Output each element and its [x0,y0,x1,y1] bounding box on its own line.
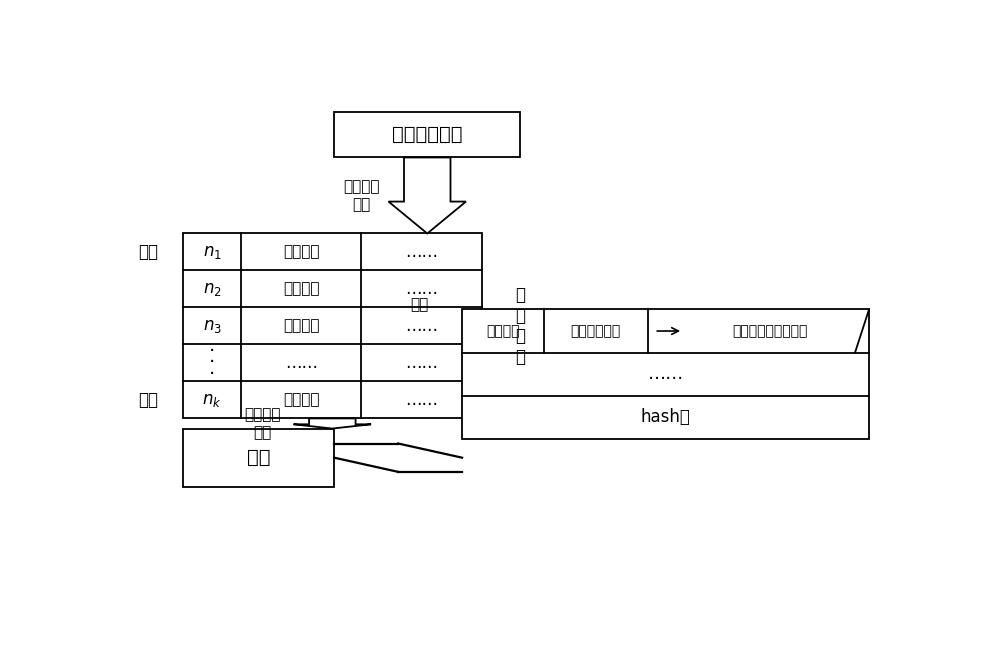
Text: 用户自定义处理函数: 用户自定义处理函数 [733,324,808,338]
Text: 处理: 处理 [247,448,270,467]
Text: 队尾: 队尾 [138,391,158,409]
Text: ……: …… [405,280,438,298]
Text: $n_1$: $n_1$ [203,243,222,261]
Text: ·: · [209,342,215,361]
Text: ……: …… [285,354,318,372]
Bar [334,112,520,157]
Polygon shape [294,418,371,428]
Text: 故障代码: 故障代码 [283,282,320,297]
Text: 查找: 查找 [410,297,429,312]
Text: hash表: hash表 [641,408,690,426]
Bar [462,309,869,439]
Text: 操作系统内核: 操作系统内核 [392,125,462,144]
Text: ……: …… [405,391,438,409]
Text: 故障代码: 故障代码 [486,324,520,338]
Text: ……: …… [405,243,438,261]
Text: 故障代码: 故障代码 [283,318,320,334]
Text: $n_k$: $n_k$ [202,391,222,409]
Text: ……: …… [647,365,684,383]
Text: $n_3$: $n_3$ [203,317,222,335]
Text: ……: …… [405,354,438,372]
Text: ……: …… [405,317,438,335]
Bar [183,234,482,418]
Text: 故障消息
出队: 故障消息 出队 [244,407,281,440]
Bar [183,428,334,487]
Text: 队首: 队首 [138,243,158,261]
Text: 故障诊断结果: 故障诊断结果 [571,324,621,338]
Text: 故障消息
入队: 故障消息 入队 [343,179,380,212]
Text: ·: · [209,353,215,372]
Text: 故障代码: 故障代码 [283,392,320,407]
Text: ·: · [209,365,215,384]
Text: 故障代码: 故障代码 [283,245,320,259]
Text: $n_2$: $n_2$ [203,280,222,298]
Polygon shape [388,157,466,234]
Text: 消
息
队
列: 消 息 队 列 [515,286,525,366]
